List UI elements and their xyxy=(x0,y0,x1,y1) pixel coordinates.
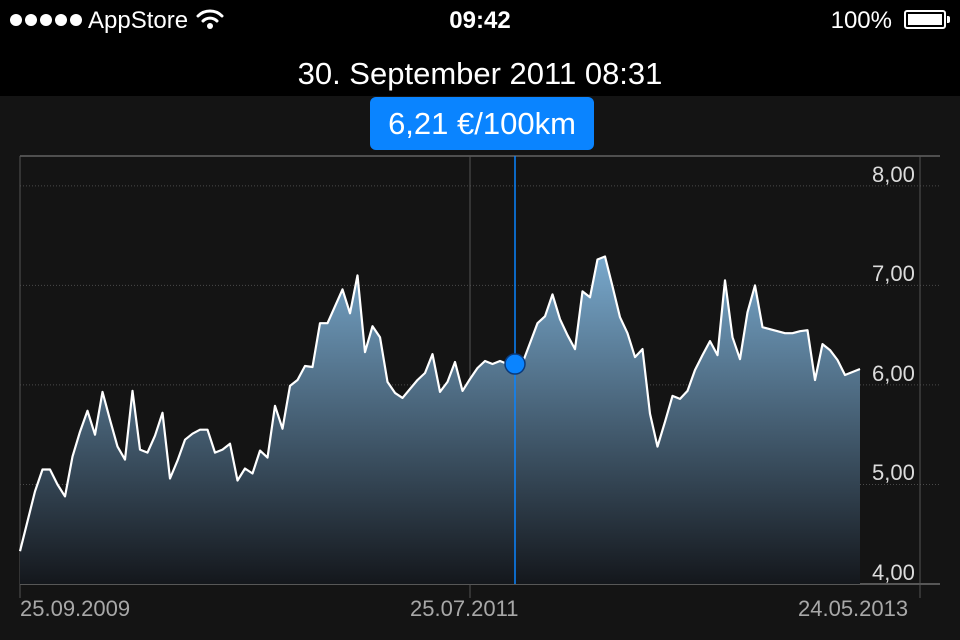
selected-value-badge: 6,21 €/100km xyxy=(370,97,594,150)
selected-date-title: 30. September 2011 08:31 xyxy=(297,56,663,91)
price-line xyxy=(18,255,861,552)
battery-icon xyxy=(904,10,950,29)
clock: 09:42 xyxy=(449,7,511,34)
y-tick-label: 7,00 xyxy=(872,261,915,287)
x-tick-label: 25.09.2009 xyxy=(20,596,131,621)
y-tick-label: 5,00 xyxy=(872,460,915,486)
y-tick-label: 6,00 xyxy=(872,360,915,386)
chart-header: 30. September 2011 08:31 xyxy=(0,40,960,96)
selection-point xyxy=(504,353,526,375)
carrier-label: AppStore xyxy=(88,7,189,34)
status-bar: AppStore 09:42 100% xyxy=(0,0,960,40)
wifi-icon xyxy=(196,9,224,29)
x-tick-label: 24.05.2013 xyxy=(798,596,909,621)
signal-dots-icon xyxy=(10,14,82,26)
y-tick-label: 4,00 xyxy=(872,560,915,585)
battery-percentage: 100% xyxy=(830,7,892,34)
price-area xyxy=(20,256,860,584)
y-tick-label: 8,00 xyxy=(872,161,915,187)
x-tick-label: 25.07.2011 xyxy=(410,596,519,621)
